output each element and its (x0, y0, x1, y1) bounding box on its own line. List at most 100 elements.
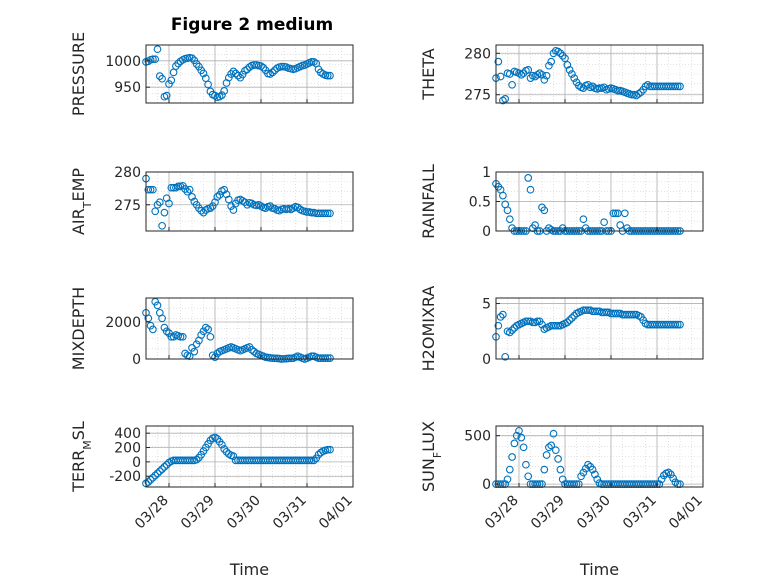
data-point (199, 208, 208, 217)
data-point (669, 474, 677, 483)
data-point (565, 316, 574, 325)
data-point (224, 195, 233, 204)
data-point (307, 58, 316, 66)
data-point (577, 472, 585, 481)
data-point (508, 80, 516, 89)
data-point (259, 63, 268, 72)
series-h2omixra (492, 306, 684, 361)
data-point (197, 206, 206, 215)
data-point (609, 209, 618, 218)
data-point (517, 70, 526, 79)
data-point (584, 460, 592, 469)
data-point (579, 215, 588, 224)
data-point (151, 55, 160, 64)
data-point (666, 470, 675, 479)
data-point (545, 443, 553, 452)
data-point (508, 326, 516, 335)
x-tick-label: 03/29 (528, 493, 568, 533)
data-point (167, 76, 176, 85)
y-axis-label: H2OMIXRA (419, 286, 438, 372)
data-point (153, 301, 162, 310)
data-point (630, 310, 638, 319)
data-point (185, 185, 194, 194)
figure-title: Figure 2 medium (171, 15, 333, 35)
axes-box (145, 171, 354, 232)
data-point (243, 65, 252, 74)
axes-box (145, 44, 354, 104)
data-point (190, 347, 199, 356)
subplot-rainfall: 0 0.5 1 RAINFALL (419, 164, 704, 240)
data-point (540, 465, 549, 474)
x-tick-label: 03/28 (132, 493, 172, 533)
y-axis-label: MIXDEPTH (69, 287, 88, 370)
data-point (323, 445, 332, 454)
data-point (561, 54, 569, 63)
data-point (149, 473, 157, 482)
data-point (165, 199, 173, 208)
data-point (192, 60, 201, 68)
data-point (533, 70, 542, 79)
data-point (229, 67, 238, 76)
data-point (247, 345, 256, 354)
data-point (204, 325, 212, 334)
data-point (218, 91, 226, 99)
data-point (305, 456, 314, 465)
data-point (503, 475, 512, 484)
series-air_temp (142, 174, 334, 230)
data-point (595, 84, 604, 92)
data-point (671, 82, 680, 91)
data-point (144, 478, 153, 486)
data-point (151, 471, 160, 480)
data-point (551, 446, 560, 455)
y-axis-label: PRESSURE (69, 32, 88, 116)
data-point (287, 354, 295, 363)
data-point (673, 82, 682, 91)
data-point (206, 204, 215, 212)
data-point (208, 202, 217, 210)
y-tick-label: 275 (114, 198, 141, 214)
data-point (676, 82, 684, 91)
data-point (512, 431, 521, 440)
subplot-theta: 275 280 THETA (419, 44, 704, 105)
data-point (538, 70, 546, 79)
series-pressure (142, 45, 334, 102)
data-point (155, 72, 164, 80)
data-point (671, 478, 680, 487)
data-point (227, 70, 235, 78)
data-point (499, 191, 507, 200)
x-tick-label: 04/01 (666, 493, 706, 533)
data-point (515, 69, 523, 78)
data-point (634, 90, 643, 98)
data-point (499, 310, 507, 319)
x-axis-label: Time (229, 560, 269, 579)
data-point (307, 352, 316, 361)
data-point (643, 80, 652, 89)
data-point (146, 185, 155, 194)
data-point (153, 200, 162, 209)
subplot-h2omixra: 0 5 H2OMIXRA (419, 286, 704, 372)
data-point (229, 206, 238, 214)
data-point (591, 470, 599, 479)
y-tick-label: 200 (114, 441, 141, 457)
data-point (620, 209, 629, 218)
y-tick-label: 0 (482, 352, 491, 368)
data-point (323, 209, 332, 218)
data-point (153, 45, 162, 54)
y-tick-label: 1000 (105, 54, 141, 70)
data-point (556, 465, 565, 474)
data-point (144, 185, 153, 194)
x-tick-label: 03/31 (620, 493, 660, 533)
data-point (501, 352, 510, 361)
data-point (524, 174, 533, 182)
data-point (547, 57, 556, 66)
data-point (321, 209, 330, 218)
data-point (568, 70, 576, 78)
y-tick-label: 950 (114, 80, 141, 96)
series-mixdepth (142, 297, 334, 363)
data-point (496, 313, 505, 321)
data-point (554, 47, 562, 56)
y-tick-label: 0 (482, 477, 491, 493)
data-point (158, 74, 166, 83)
y-tick-label: 400 (114, 426, 141, 442)
data-point (326, 445, 334, 454)
